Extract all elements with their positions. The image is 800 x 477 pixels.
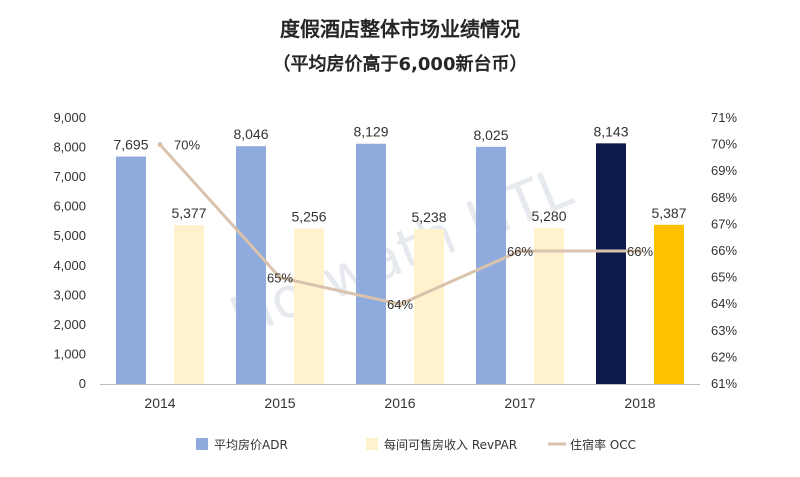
adr-bar: [116, 156, 146, 384]
adr-bar: [596, 143, 626, 384]
left-y-tick-label: 5,000: [53, 228, 86, 243]
revpar-bar: [174, 225, 204, 384]
right-y-tick-label: 61%: [711, 376, 737, 391]
line-series: 70% 65% 64% 66% 66%: [157, 138, 653, 312]
x-tick-label: 2014: [144, 395, 175, 411]
left-y-tick-label: 0: [79, 376, 86, 391]
left-y-tick-label: 1,000: [53, 346, 86, 361]
x-axis-ticks: 2014 2015 2016 2017 2018: [144, 395, 655, 411]
left-y-tick-label: 3,000: [53, 287, 86, 302]
right-y-tick-label: 67%: [711, 216, 737, 231]
left-y-axis: 0 1,000 2,000 3,000 4,000 5,000 6,000 7,000 8,00…: [53, 110, 86, 391]
adr-bar-value-label: 7,695: [113, 137, 148, 153]
occ-point: [397, 301, 403, 307]
occ-point: [157, 142, 163, 148]
x-tick-label: 2017: [504, 395, 535, 411]
legend-label: 住宿率 OCC: [570, 437, 636, 452]
adr-bar: [236, 146, 266, 384]
right-y-tick-label: 62%: [711, 349, 737, 364]
adr-bar-value-label: 8,025: [473, 127, 508, 143]
right-y-tick-label: 69%: [711, 163, 737, 178]
x-tick-label: 2018: [624, 395, 655, 411]
revpar-bar: [534, 227, 564, 384]
revpar-bar-value-label: 5,238: [411, 209, 446, 225]
left-y-tick-label: 4,000: [53, 258, 86, 273]
right-y-tick-label: 64%: [711, 296, 737, 311]
left-y-tick-label: 9,000: [53, 110, 86, 125]
occ-point: [637, 248, 643, 254]
legend-label: 每间可售房收入 RevPAR: [384, 437, 517, 452]
x-tick-label: 2016: [384, 395, 415, 411]
bar-series: 7,695 5,377 8,046 5,256 8,129 5,238 8,025 5,280…: [113, 123, 687, 384]
right-y-tick-label: 70%: [711, 137, 737, 152]
revpar-bar: [294, 228, 324, 384]
chart-subtitle: （平均房价高于6,000新台币）: [273, 53, 528, 75]
occ-point-label: 70%: [174, 138, 200, 153]
adr-bar-value-label: 8,129: [353, 124, 388, 140]
adr-bar: [356, 143, 386, 384]
revpar-bar-value-label: 5,256: [291, 209, 326, 225]
adr-bar-value-label: 8,143: [593, 123, 628, 139]
revpar-bar: [654, 224, 684, 384]
left-y-tick-label: 8,000: [53, 140, 86, 155]
right-y-tick-label: 65%: [711, 270, 737, 285]
legend-label: 平均房价ADR: [214, 437, 288, 452]
occ-point: [517, 248, 523, 254]
right-y-axis: 61% 62% 63% 64% 65% 66% 67% 68% 69% 70% 71%: [711, 110, 737, 391]
revpar-bar: [414, 229, 444, 384]
occ-point: [277, 275, 283, 281]
revpar-bar-value-label: 5,377: [171, 205, 206, 221]
chart-title: 度假酒店整体市场业绩情况: [280, 17, 520, 41]
revpar-bar-value-label: 5,387: [651, 205, 686, 221]
right-y-tick-label: 68%: [711, 190, 737, 205]
revpar-bar-value-label: 5,280: [531, 208, 566, 224]
legend-swatch: [196, 438, 208, 450]
left-y-tick-label: 2,000: [53, 317, 86, 332]
adr-bar-value-label: 8,046: [233, 126, 268, 142]
left-y-tick-label: 7,000: [53, 169, 86, 184]
left-y-tick-label: 6,000: [53, 199, 86, 214]
legend-swatch: [366, 438, 378, 450]
occ-point-label: 66%: [627, 244, 653, 259]
occ-point-label: 66%: [507, 244, 533, 259]
occ-point-label: 65%: [267, 271, 293, 286]
legend: 平均房价ADR 每间可售房收入 RevPAR 住宿率 OCC: [196, 437, 636, 452]
right-y-tick-label: 63%: [711, 323, 737, 338]
occ-point-label: 64%: [387, 297, 413, 312]
right-y-tick-label: 71%: [711, 110, 737, 125]
right-y-tick-label: 66%: [711, 243, 737, 258]
x-tick-label: 2015: [264, 395, 295, 411]
